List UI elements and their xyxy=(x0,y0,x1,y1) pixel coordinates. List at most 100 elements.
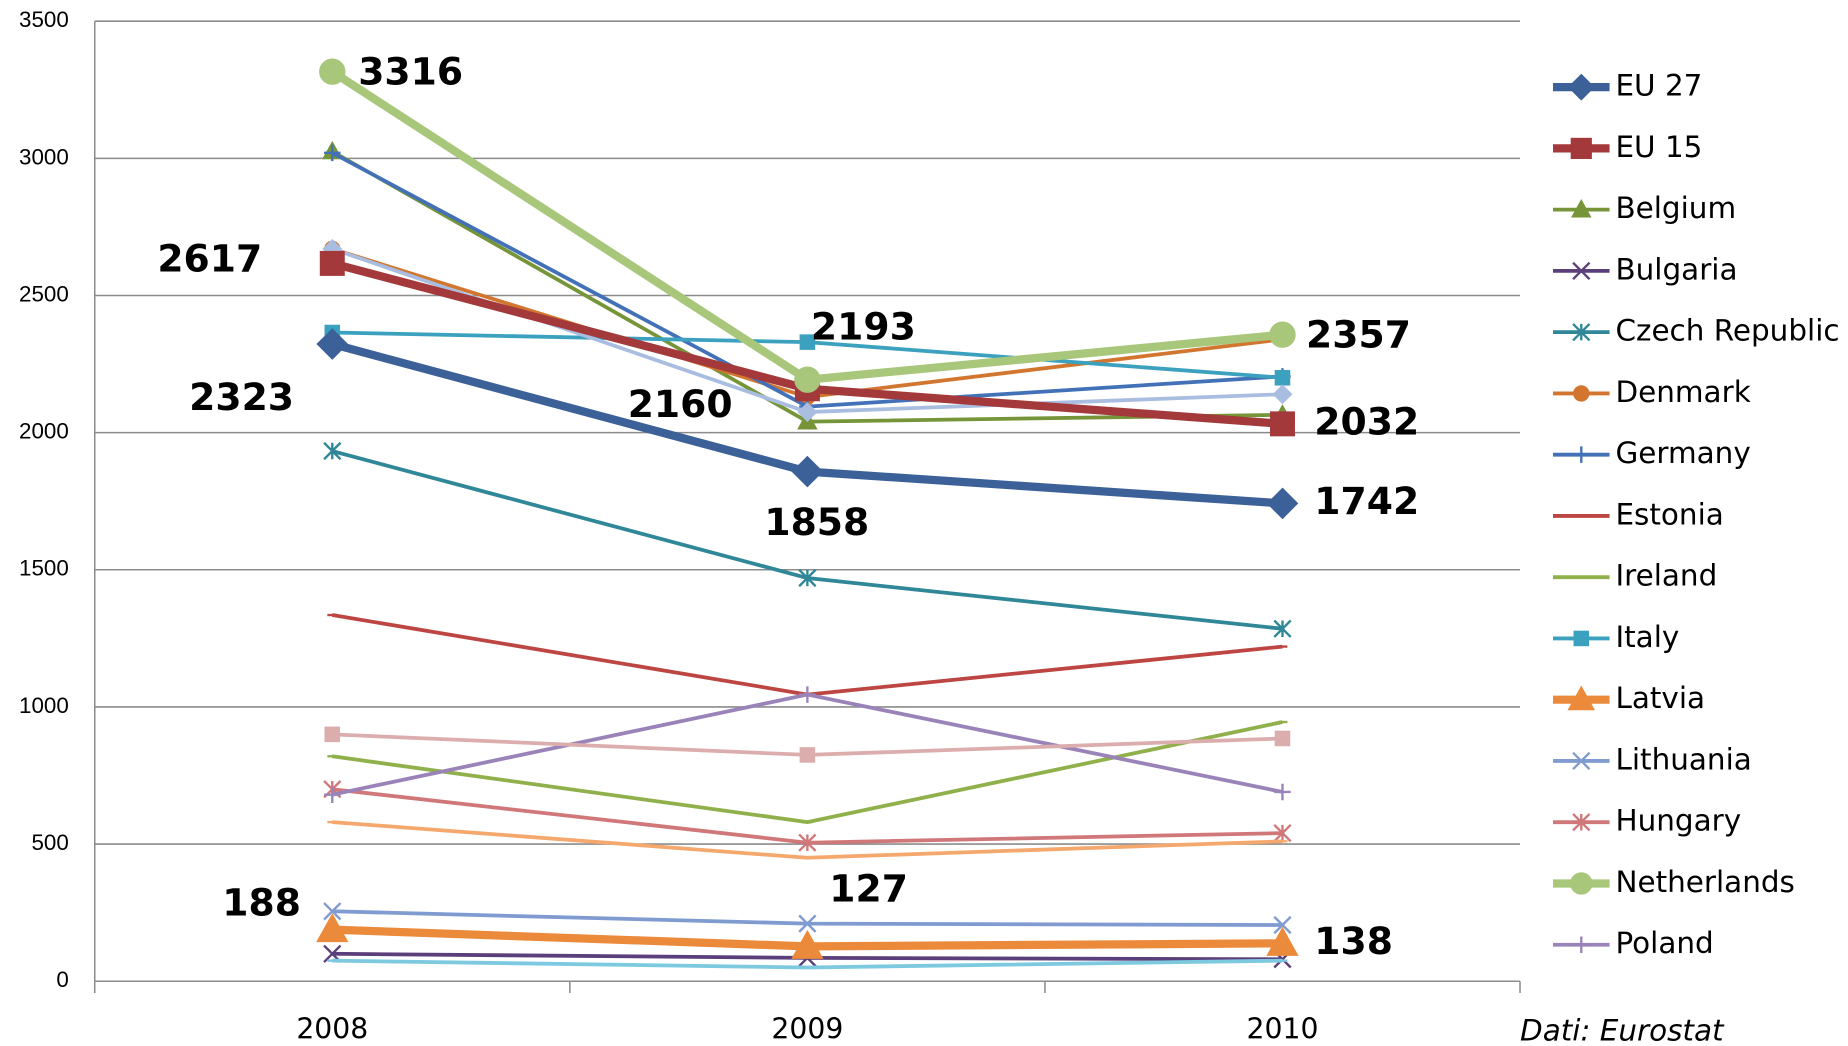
marker xyxy=(1273,824,1292,843)
y-tick-label: 3000 xyxy=(19,144,69,169)
y-tick-label: 1500 xyxy=(19,556,69,581)
legend-item: Hungary xyxy=(1553,804,1741,838)
legend-label: Czech Republic xyxy=(1615,314,1839,348)
marker xyxy=(1572,751,1591,771)
series xyxy=(319,58,1296,393)
marker xyxy=(1573,446,1590,463)
marker xyxy=(798,568,817,588)
y-tick-label: 2000 xyxy=(19,419,69,444)
marker xyxy=(1266,487,1299,520)
marker xyxy=(323,902,342,921)
legend-item: Bulgaria xyxy=(1553,252,1738,286)
data-label: 1858 xyxy=(764,500,869,544)
marker xyxy=(1571,199,1592,218)
marker xyxy=(319,58,346,85)
marker xyxy=(1273,619,1292,638)
marker xyxy=(1269,411,1295,437)
x-tick-label: 2009 xyxy=(771,1013,843,1046)
marker xyxy=(324,726,341,743)
series xyxy=(316,328,1299,520)
legend-label: Italy xyxy=(1615,620,1679,654)
legend-label: EU 15 xyxy=(1615,130,1702,164)
marker xyxy=(324,786,341,803)
legend-label: Lithuania xyxy=(1615,742,1751,776)
marker xyxy=(1573,385,1590,402)
legend-label: Poland xyxy=(1615,926,1713,960)
series-line xyxy=(330,68,1283,384)
legend-label: Germany xyxy=(1615,436,1750,470)
marker xyxy=(794,366,821,393)
data-label: 2032 xyxy=(1314,399,1419,443)
x-tick-label: 2008 xyxy=(296,1013,368,1046)
marker xyxy=(1274,730,1291,747)
y-tick-label: 1000 xyxy=(19,693,69,718)
source-note: Dati: Eurostat xyxy=(1520,1013,1725,1046)
legend-label: Latvia xyxy=(1615,681,1705,715)
legend-item: EU 27 xyxy=(1553,69,1702,103)
marker xyxy=(1272,384,1293,405)
marker xyxy=(1269,321,1296,348)
marker xyxy=(324,144,341,162)
marker xyxy=(798,833,817,852)
data-label: 188 xyxy=(222,880,301,924)
series xyxy=(323,902,1292,935)
legend-label: Belgium xyxy=(1615,191,1736,225)
series xyxy=(327,720,1288,825)
marker xyxy=(1274,783,1291,801)
marker xyxy=(1570,872,1593,895)
marker xyxy=(799,686,816,703)
marker xyxy=(323,441,342,461)
marker xyxy=(1570,137,1592,160)
series xyxy=(327,613,1288,697)
legend-label: Denmark xyxy=(1615,375,1750,409)
data-label: 2323 xyxy=(189,375,294,419)
series xyxy=(323,441,1292,638)
legend-item: Czech Republic xyxy=(1553,314,1840,348)
data-label: 2617 xyxy=(157,237,262,281)
marker xyxy=(1572,323,1591,342)
marker xyxy=(791,455,824,488)
legend-label: Netherlands xyxy=(1615,865,1794,899)
marker xyxy=(799,334,816,350)
data-label: 138 xyxy=(1314,919,1393,963)
marker xyxy=(1274,370,1291,386)
legend-label: Hungary xyxy=(1615,804,1741,838)
marker xyxy=(1573,630,1590,647)
marker xyxy=(1572,813,1591,832)
x-tick-label: 2010 xyxy=(1247,1013,1319,1046)
series xyxy=(324,686,1291,803)
series xyxy=(323,780,1292,852)
marker xyxy=(316,913,349,943)
data-label: 127 xyxy=(829,867,908,911)
marker xyxy=(1572,261,1591,281)
series xyxy=(327,958,1288,970)
data-label: 1742 xyxy=(1314,479,1419,523)
y-tick-label: 500 xyxy=(31,830,68,855)
series xyxy=(316,913,1299,959)
legend-item: Germany xyxy=(1553,436,1751,470)
legend-item: Poland xyxy=(1553,926,1714,960)
series xyxy=(327,820,1288,860)
legend-item: Denmark xyxy=(1553,375,1751,409)
data-label: 2357 xyxy=(1306,313,1411,357)
legend-label: Bulgaria xyxy=(1615,252,1737,286)
legend-label: EU 27 xyxy=(1615,69,1702,103)
legend-item: Netherlands xyxy=(1553,865,1795,899)
legend-label: Ireland xyxy=(1615,559,1717,593)
legend-item: Belgium xyxy=(1553,191,1736,225)
data-label: 2193 xyxy=(811,305,916,349)
marker xyxy=(1273,915,1292,935)
series-line xyxy=(331,613,1283,697)
marker xyxy=(319,250,345,276)
marker xyxy=(1266,926,1299,956)
legend-label: Estonia xyxy=(1615,497,1723,531)
y-tick-label: 0 xyxy=(56,967,68,992)
marker xyxy=(316,328,349,360)
marker xyxy=(799,747,816,763)
marker xyxy=(1567,685,1596,711)
marker xyxy=(797,402,818,422)
y-tick-label: 3500 xyxy=(19,7,69,32)
data-label: 3316 xyxy=(358,50,463,94)
legend-item: Ireland xyxy=(1553,559,1717,593)
